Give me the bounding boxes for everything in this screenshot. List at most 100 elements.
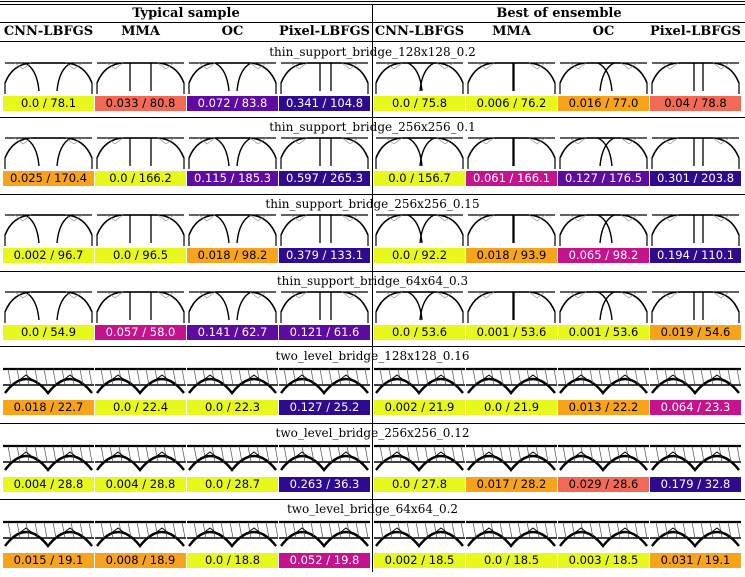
score-cell: 0.04 / 78.8 — [650, 96, 741, 111]
thin-bridge-image — [651, 62, 740, 94]
two-level-bridge-image — [95, 367, 186, 395]
two-level-bridge-image — [187, 520, 278, 548]
design-thumbnail — [187, 290, 278, 324]
score-cell: 0.057 / 58.0 — [95, 325, 186, 340]
thin-bridge-image — [188, 291, 277, 323]
score-cell: 0.072 / 83.8 — [187, 96, 278, 111]
score-cell: 0.0 / 75.8 — [374, 96, 465, 111]
design-thumbnail — [3, 518, 94, 552]
thin-bridge-image — [467, 291, 556, 323]
design-thumbnail — [187, 365, 278, 399]
design-thumbnail — [279, 518, 370, 552]
score-cell: 0.0 / 166.2 — [95, 171, 186, 186]
column-header: OC — [592, 24, 615, 39]
score-cell: 0.031 / 19.1 — [650, 553, 741, 568]
score-cell: 0.0 / 21.9 — [466, 400, 557, 415]
group-header-best: Best of ensemble — [496, 6, 622, 21]
thin-bridge-image — [559, 291, 648, 323]
design-thumbnail — [558, 61, 649, 95]
score-cell: 0.017 / 28.2 — [466, 477, 557, 492]
column-header: MMA — [121, 24, 160, 39]
two-level-bridge-image — [374, 444, 465, 472]
two-level-bridge-image — [3, 520, 94, 548]
score-cell: 0.001 / 53.6 — [558, 325, 649, 340]
two-level-bridge-image — [650, 367, 741, 395]
design-thumbnail — [3, 136, 94, 170]
top-rule-double — [0, 4, 745, 5]
design-thumbnail — [650, 61, 741, 95]
score-cell: 0.0 / 22.4 — [95, 400, 186, 415]
design-thumbnail — [466, 442, 557, 476]
score-cell: 0.127 / 25.2 — [279, 400, 370, 415]
thin-bridge-image — [375, 62, 464, 94]
score-cell: 0.0 / 18.8 — [187, 553, 278, 568]
score-cell: 0.379 / 133.1 — [279, 248, 370, 263]
thin-bridge-image — [188, 214, 277, 246]
two-level-bridge-image — [3, 367, 94, 395]
design-thumbnail — [279, 442, 370, 476]
two-level-bridge-image — [95, 520, 186, 548]
thin-bridge-image — [4, 214, 93, 246]
score-cell: 0.016 / 77.0 — [558, 96, 649, 111]
design-thumbnail — [3, 61, 94, 95]
score-cell: 0.029 / 28.6 — [558, 477, 649, 492]
two-level-bridge-image — [279, 444, 370, 472]
thin-bridge-image — [467, 214, 556, 246]
thin-bridge-image — [96, 137, 185, 169]
score-cell: 0.018 / 98.2 — [187, 248, 278, 263]
thin-bridge-image — [559, 62, 648, 94]
score-cell: 0.0 / 18.5 — [466, 553, 557, 568]
score-cell: 0.033 / 80.8 — [95, 96, 186, 111]
design-thumbnail — [187, 213, 278, 247]
thin-bridge-image — [559, 214, 648, 246]
design-thumbnail — [466, 213, 557, 247]
score-cell: 0.0 / 96.5 — [95, 248, 186, 263]
score-cell: 0.018 / 22.7 — [3, 400, 94, 415]
group-divider — [372, 5, 373, 42]
thin-bridge-image — [96, 62, 185, 94]
thin-bridge-image — [651, 214, 740, 246]
design-thumbnail — [374, 213, 465, 247]
column-header: MMA — [492, 24, 531, 39]
two-level-bridge-image — [466, 444, 557, 472]
design-thumbnail — [650, 365, 741, 399]
design-thumbnail — [187, 442, 278, 476]
score-cell: 0.194 / 110.1 — [650, 248, 741, 263]
design-thumbnail — [558, 290, 649, 324]
two-level-bridge-image — [3, 444, 94, 472]
design-thumbnail — [95, 365, 186, 399]
two-level-bridge-image — [466, 367, 557, 395]
score-cell: 0.002 / 21.9 — [374, 400, 465, 415]
score-cell: 0.004 / 28.8 — [95, 477, 186, 492]
thin-bridge-image — [4, 62, 93, 94]
two-level-bridge-image — [374, 520, 465, 548]
two-level-bridge-image — [558, 367, 649, 395]
two-level-bridge-image — [279, 520, 370, 548]
thin-bridge-image — [96, 214, 185, 246]
thin-bridge-image — [188, 62, 277, 94]
thin-bridge-image — [559, 137, 648, 169]
design-thumbnail — [374, 518, 465, 552]
design-thumbnail — [3, 213, 94, 247]
score-cell: 0.065 / 98.2 — [558, 248, 649, 263]
score-cell: 0.301 / 203.8 — [650, 171, 741, 186]
two-level-bridge-image — [558, 444, 649, 472]
score-cell: 0.179 / 32.8 — [650, 477, 741, 492]
score-cell: 0.064 / 23.3 — [650, 400, 741, 415]
design-thumbnail — [279, 365, 370, 399]
two-level-bridge-image — [650, 444, 741, 472]
score-cell: 0.115 / 185.3 — [187, 171, 278, 186]
score-cell: 0.019 / 54.6 — [650, 325, 741, 340]
design-thumbnail — [187, 518, 278, 552]
score-cell: 0.0 / 78.1 — [3, 96, 94, 111]
design-thumbnail — [95, 136, 186, 170]
thin-bridge-image — [375, 214, 464, 246]
thin-bridge-image — [280, 291, 369, 323]
thin-bridge-image — [375, 137, 464, 169]
column-header: CNN-LBFGS — [374, 24, 465, 39]
design-thumbnail — [558, 365, 649, 399]
two-level-bridge-image — [374, 367, 465, 395]
score-cell: 0.263 / 36.3 — [279, 477, 370, 492]
score-cell: 0.0 / 53.6 — [374, 325, 465, 340]
design-thumbnail — [95, 290, 186, 324]
